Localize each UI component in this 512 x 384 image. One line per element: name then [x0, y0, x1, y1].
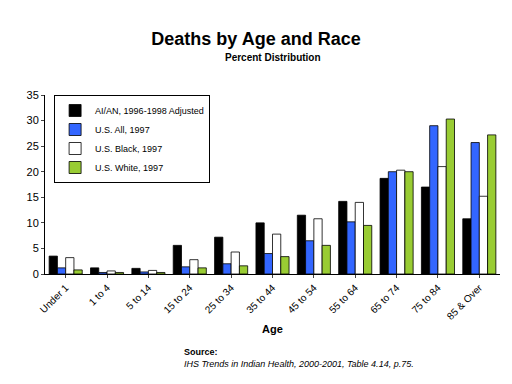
svg-text:Source:: Source:	[184, 347, 218, 357]
svg-text:55 to 64: 55 to 64	[327, 282, 361, 316]
svg-text:U.S. Black, 1997: U.S. Black, 1997	[95, 144, 162, 154]
svg-text:0: 0	[33, 268, 39, 280]
svg-text:75 to 84: 75 to 84	[410, 282, 444, 316]
svg-text:65 to 74: 65 to 74	[368, 282, 402, 316]
svg-text:20: 20	[27, 166, 39, 178]
svg-text:U.S. White, 1997: U.S. White, 1997	[95, 163, 163, 173]
svg-text:25: 25	[27, 140, 39, 152]
svg-text:1 to 4: 1 to 4	[87, 282, 113, 308]
svg-text:U.S. All, 1997: U.S. All, 1997	[95, 125, 150, 135]
svg-text:Age: Age	[262, 323, 283, 335]
svg-text:35: 35	[27, 89, 39, 101]
svg-text:30: 30	[27, 114, 39, 126]
svg-text:IHS Trends in Indian Health, 2: IHS Trends in Indian Health, 2000-2001, …	[184, 359, 414, 369]
svg-text:35 to 44: 35 to 44	[244, 282, 278, 316]
svg-text:15: 15	[27, 191, 39, 203]
svg-text:5 to 14: 5 to 14	[124, 282, 154, 312]
svg-text:15 to 24: 15 to 24	[161, 282, 195, 316]
svg-text:Under 1: Under 1	[38, 282, 71, 315]
svg-text:AI/AN, 1996-1998 Adjusted: AI/AN, 1996-1998 Adjusted	[95, 106, 204, 116]
svg-text:85 & Over: 85 & Over	[445, 282, 485, 322]
svg-text:Percent Distribution: Percent Distribution	[225, 52, 321, 63]
svg-text:25 to 34: 25 to 34	[203, 282, 237, 316]
svg-text:45 to 54: 45 to 54	[285, 282, 319, 316]
svg-text:5: 5	[33, 242, 39, 254]
svg-text:10: 10	[27, 217, 39, 229]
svg-text:Deaths by Age and Race: Deaths by Age and Race	[151, 29, 360, 49]
